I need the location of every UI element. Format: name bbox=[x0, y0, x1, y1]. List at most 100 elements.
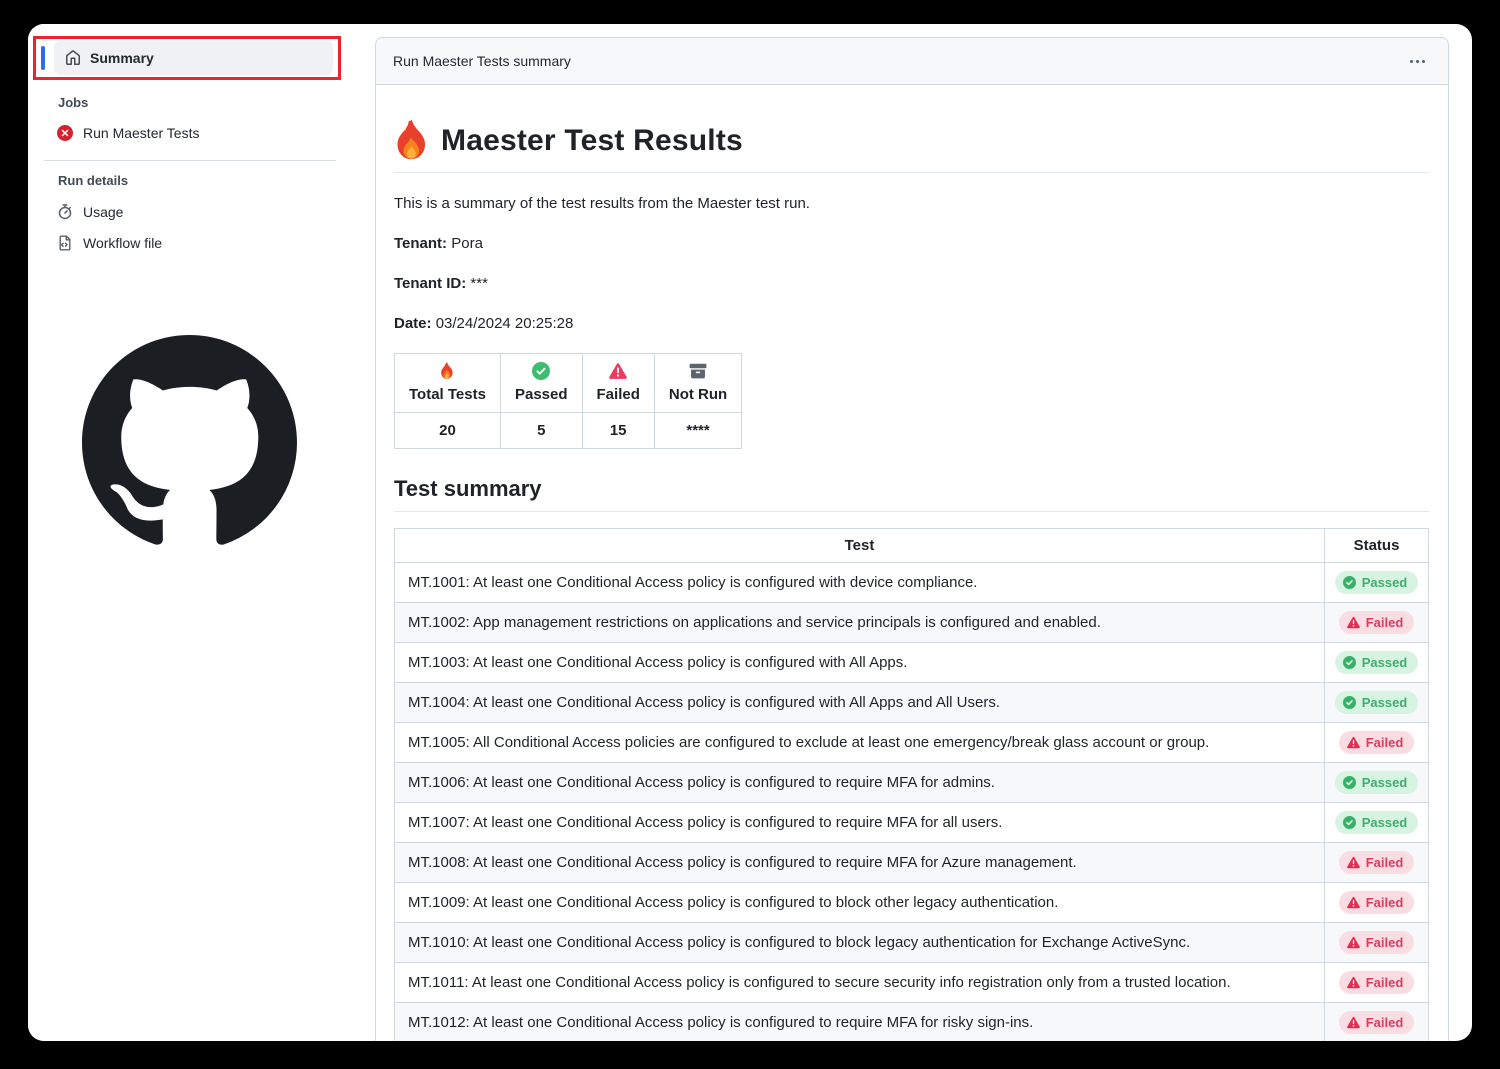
alert-triangle-icon bbox=[1346, 976, 1360, 989]
check-circle-icon bbox=[1342, 656, 1356, 669]
kebab-menu-icon[interactable] bbox=[1404, 54, 1431, 69]
status-badge-label: Passed bbox=[1361, 815, 1408, 830]
test-cell: MT.1004: At least one Conditional Access… bbox=[394, 682, 1325, 723]
status-badge: Failed bbox=[1338, 971, 1415, 994]
table-row: MT.1003: At least one Conditional Access… bbox=[394, 642, 1429, 683]
job-failed-icon bbox=[57, 125, 73, 141]
status-badge: Failed bbox=[1338, 851, 1415, 874]
check-circle-icon bbox=[1342, 776, 1356, 789]
table-row: MT.1011: At least one Conditional Access… bbox=[394, 962, 1429, 1003]
report-title-row: Maester Test Results bbox=[394, 119, 1429, 173]
workflow-file-label: Workflow file bbox=[83, 235, 163, 251]
check-circle-icon bbox=[1342, 576, 1356, 589]
table-row: MT.1009: At least one Conditional Access… bbox=[394, 882, 1429, 923]
stat-passed-label: Passed bbox=[514, 386, 568, 403]
table-row: MT.1001: At least one Conditional Access… bbox=[394, 562, 1429, 603]
test-cell: MT.1001: At least one Conditional Access… bbox=[394, 562, 1325, 603]
status-badge: Passed bbox=[1334, 651, 1419, 674]
sidebar-item-summary[interactable]: Summary bbox=[54, 41, 333, 75]
status-cell: Failed bbox=[1324, 962, 1429, 1003]
status-cell: Failed bbox=[1324, 602, 1429, 643]
test-cell: MT.1005: All Conditional Access policies… bbox=[394, 722, 1325, 763]
sidebar: Summary Jobs Run Maester Tests Run detai… bbox=[28, 24, 375, 1041]
stopwatch-icon bbox=[58, 204, 72, 220]
status-cell: Passed bbox=[1324, 682, 1429, 723]
status-badge: Failed bbox=[1338, 611, 1415, 634]
stat-notrun-label: Not Run bbox=[668, 386, 728, 403]
run-details-section-header: Run details bbox=[58, 173, 129, 188]
stat-total-value: 20 bbox=[394, 412, 501, 449]
table-row: MT.1004: At least one Conditional Access… bbox=[394, 682, 1429, 723]
status-badge: Failed bbox=[1338, 1011, 1415, 1034]
stat-passed-header: Passed bbox=[499, 353, 583, 413]
status-badge-label: Failed bbox=[1365, 975, 1404, 990]
status-cell: Failed bbox=[1324, 722, 1429, 763]
github-logo bbox=[82, 335, 297, 545]
test-cell: MT.1003: At least one Conditional Access… bbox=[394, 642, 1325, 683]
table-row: MT.1010: At least one Conditional Access… bbox=[394, 922, 1429, 963]
alert-triangle-icon bbox=[1346, 1016, 1360, 1029]
stat-total-header: Total Tests bbox=[394, 353, 501, 413]
test-column-header: Test bbox=[394, 528, 1325, 563]
status-badge-label: Failed bbox=[1365, 735, 1404, 750]
stat-passed-value: 5 bbox=[499, 412, 583, 449]
tenant-value: Pora bbox=[451, 235, 483, 252]
test-cell: MT.1006: At least one Conditional Access… bbox=[394, 762, 1325, 803]
sidebar-item-workflow-file[interactable]: Workflow file bbox=[57, 235, 162, 251]
status-cell: Failed bbox=[1324, 882, 1429, 923]
table-row: MT.1008: At least one Conditional Access… bbox=[394, 842, 1429, 883]
home-icon bbox=[66, 50, 80, 65]
status-badge-label: Failed bbox=[1365, 1015, 1404, 1030]
test-summary-heading: Test summary bbox=[394, 476, 1429, 512]
notrun-icon bbox=[689, 363, 707, 379]
test-cell: MT.1012: At least one Conditional Access… bbox=[394, 1002, 1325, 1041]
card-title: Run Maester Tests summary bbox=[393, 53, 571, 69]
failed-icon bbox=[609, 363, 628, 379]
test-table: Test Status MT.1001: At least one Condit… bbox=[394, 528, 1429, 1041]
status-cell: Failed bbox=[1324, 1002, 1429, 1041]
date-value: 03/24/2024 20:25:28 bbox=[435, 315, 574, 332]
active-indicator-bar bbox=[41, 46, 45, 70]
status-badge: Passed bbox=[1334, 811, 1419, 834]
check-circle-icon bbox=[1342, 816, 1356, 829]
alert-triangle-icon bbox=[1346, 936, 1360, 949]
status-badge: Failed bbox=[1338, 931, 1415, 954]
status-cell: Passed bbox=[1324, 562, 1429, 603]
status-badge-label: Failed bbox=[1365, 895, 1404, 910]
stats-table: Total Tests Passed bbox=[394, 353, 743, 449]
alert-triangle-icon bbox=[1346, 616, 1360, 629]
card-body: Maester Test Results This is a summary o… bbox=[376, 85, 1448, 1041]
tenant-id-field: Tenant ID: *** bbox=[394, 275, 1429, 292]
stat-failed-header: Failed bbox=[581, 353, 655, 413]
summary-annotation-box: Summary bbox=[33, 36, 341, 80]
status-badge-label: Failed bbox=[1365, 855, 1404, 870]
test-cell: MT.1009: At least one Conditional Access… bbox=[394, 882, 1325, 923]
status-cell: Failed bbox=[1324, 922, 1429, 963]
card-header: Run Maester Tests summary bbox=[376, 38, 1448, 85]
job-label: Run Maester Tests bbox=[83, 125, 200, 141]
table-row: MT.1005: All Conditional Access policies… bbox=[394, 722, 1429, 763]
status-badge-label: Failed bbox=[1365, 615, 1404, 630]
summary-card: Run Maester Tests summary Maester Test R… bbox=[375, 37, 1449, 1041]
test-cell: MT.1007: At least one Conditional Access… bbox=[394, 802, 1325, 843]
date-field: Date: 03/24/2024 20:25:28 bbox=[394, 315, 1429, 332]
status-badge-label: Passed bbox=[1361, 695, 1408, 710]
sidebar-item-run-maester-tests[interactable]: Run Maester Tests bbox=[57, 125, 199, 141]
alert-triangle-icon bbox=[1346, 896, 1360, 909]
table-row: MT.1002: App management restrictions on … bbox=[394, 602, 1429, 643]
status-badge: Passed bbox=[1334, 571, 1419, 594]
stat-failed-value: 15 bbox=[581, 412, 655, 449]
status-badge: Passed bbox=[1334, 691, 1419, 714]
status-cell: Passed bbox=[1324, 642, 1429, 683]
stat-failed-label: Failed bbox=[596, 386, 640, 403]
table-row: MT.1007: At least one Conditional Access… bbox=[394, 802, 1429, 843]
fire-icon bbox=[441, 362, 454, 379]
tenant-id-label: Tenant ID: bbox=[394, 275, 467, 292]
test-cell: MT.1002: App management restrictions on … bbox=[394, 602, 1325, 643]
jobs-section-header: Jobs bbox=[58, 95, 89, 110]
intro-text: This is a summary of the test results fr… bbox=[394, 195, 810, 212]
check-circle-icon bbox=[1342, 696, 1356, 709]
sidebar-summary-label: Summary bbox=[90, 50, 154, 66]
passed-icon bbox=[532, 362, 551, 380]
sidebar-item-usage[interactable]: Usage bbox=[57, 204, 123, 220]
